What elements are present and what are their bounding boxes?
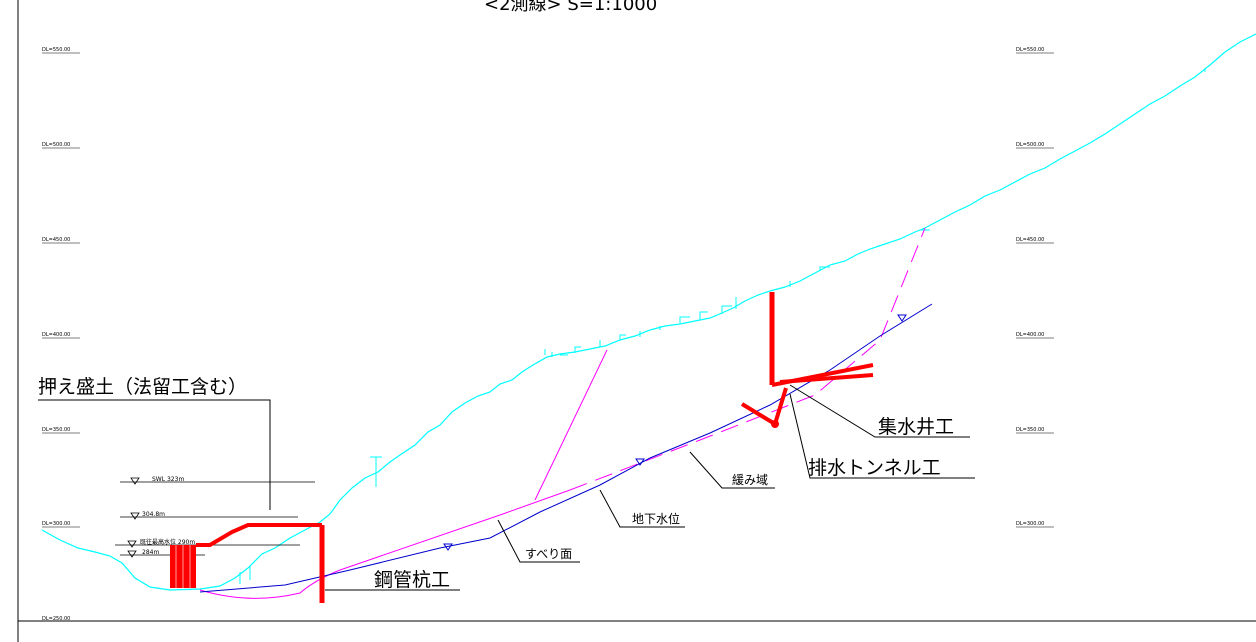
level-label: DL=350.00: [1016, 427, 1044, 433]
leader-lines: [38, 384, 975, 591]
level-underlines-left: [42, 52, 80, 528]
level-label: DL=300.00: [42, 521, 70, 527]
slip-surface-dashed: [569, 227, 926, 491]
level-labels-right: DL=550.00 DL=500.00 DL=450.00 DL=400.00 …: [1016, 47, 1044, 527]
label-chika-suii: 地下水位: [632, 511, 680, 526]
level-label: DL=400.00: [42, 332, 70, 338]
level-underlines-right: [1016, 52, 1054, 528]
oshae-morido-outline: [196, 523, 322, 547]
level-label: DL=300.00: [1016, 521, 1044, 527]
level-label: DL=500.00: [42, 142, 70, 148]
label-suberi-men: すべり面: [525, 547, 572, 561]
groundwater-line: [199, 303, 933, 593]
yurumi-boundary-line: [534, 349, 608, 501]
oshae-morido-hatch: [175, 545, 191, 588]
label-oshae-morido: 押え盛土（法留工含む）: [38, 376, 247, 398]
water-level-label: 304.8m: [142, 511, 165, 518]
groundwater-markers: [443, 314, 907, 551]
ground-surface-line: [41, 33, 1256, 591]
slip-surface-line: [199, 489, 571, 599]
level-label: DL=450.00: [1016, 237, 1044, 243]
level-label: DL=250.00: [42, 616, 70, 622]
haisui-tunnel-works: [740, 387, 788, 426]
water-level-label: 284m: [142, 549, 159, 556]
level-labels-left: DL=550.00 DL=500.00 DL=450.00 DL=400.00 …: [42, 47, 70, 622]
level-label: DL=400.00: [1016, 332, 1044, 338]
level-label: DL=550.00: [42, 47, 70, 53]
level-label: DL=350.00: [42, 427, 70, 433]
level-label: DL=550.00: [1016, 47, 1044, 53]
level-label: DL=450.00: [42, 237, 70, 243]
label-kotei-kuiko: 鋼管杭工: [374, 569, 450, 591]
water-level-label: 既往最高水位 290m: [140, 538, 195, 546]
label-yurumi-iki: 緩み域: [732, 473, 768, 487]
label-haisui-tunnel: 排水トンネル工: [808, 457, 941, 479]
drawing-title: <2測線> S=1:1000: [484, 0, 657, 15]
level-label: DL=500.00: [1016, 142, 1044, 148]
label-shusui-seiko: 集水井工: [878, 416, 954, 438]
haisui-tunnel-point: [771, 420, 779, 428]
water-level-label: SWL 323m: [152, 476, 184, 483]
surface-steps: [239, 68, 1206, 584]
shusui-drain-bores: [771, 363, 874, 387]
